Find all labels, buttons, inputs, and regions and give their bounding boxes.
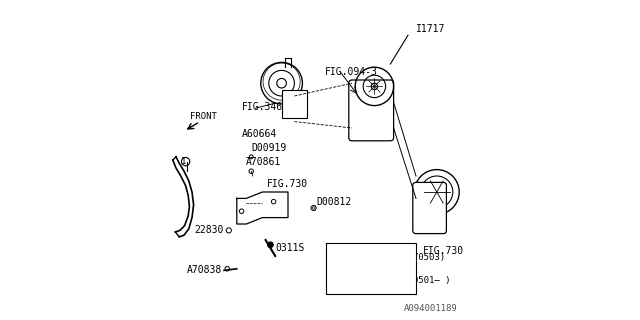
Text: A70838: A70838: [187, 265, 223, 276]
Text: FIG.730: FIG.730: [268, 179, 308, 189]
Text: 1: 1: [332, 264, 337, 273]
Circle shape: [268, 242, 273, 248]
Text: A70861: A70861: [246, 156, 281, 167]
Text: FIG.730: FIG.730: [422, 246, 463, 256]
FancyBboxPatch shape: [413, 182, 447, 234]
Text: 1: 1: [181, 157, 186, 166]
FancyBboxPatch shape: [349, 80, 394, 141]
Text: 22830: 22830: [195, 225, 224, 236]
Text: FRONT: FRONT: [191, 112, 217, 121]
Text: K21830 (–'05MY0503): K21830 (–'05MY0503): [343, 253, 445, 262]
Text: K21842 ('06MY0501– ): K21842 ('06MY0501– ): [343, 276, 451, 285]
Text: D00812: D00812: [317, 196, 352, 207]
Text: 0311S: 0311S: [275, 243, 305, 253]
Bar: [326, 243, 416, 294]
FancyBboxPatch shape: [282, 90, 307, 118]
Text: A60664: A60664: [242, 129, 277, 140]
Text: FIG.094-3: FIG.094-3: [325, 67, 378, 77]
Text: D00919: D00919: [251, 143, 287, 153]
Text: I1717: I1717: [416, 24, 445, 34]
Text: A094001189: A094001189: [404, 304, 458, 313]
Text: FIG.346: FIG.346: [242, 102, 283, 112]
